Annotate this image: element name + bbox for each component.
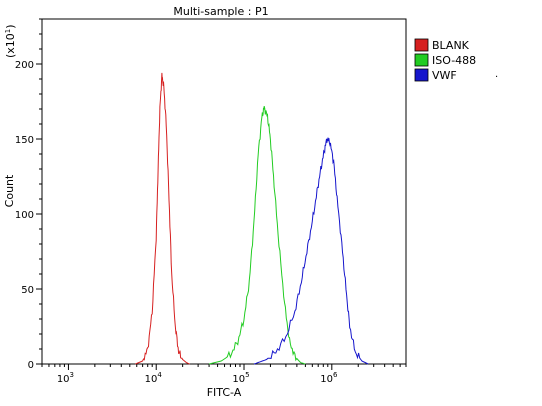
series-lines [135, 72, 369, 365]
series-line-iso-488 [208, 105, 306, 365]
y-axis-multiplier: (x101) [4, 24, 17, 58]
y-multiplier-close: ) [4, 24, 17, 28]
legend-swatch [414, 53, 429, 67]
plot-frame [41, 18, 407, 365]
x-tick-label: 103 [57, 371, 74, 385]
y-tick-label: 200 [15, 60, 34, 71]
y-multiplier-exponent: 1 [4, 29, 12, 33]
x-tick-label: 104 [145, 371, 163, 385]
x-axis-label: FITC-A [207, 386, 242, 399]
series-line-vwf [253, 136, 369, 365]
y-tick-label: 50 [21, 285, 34, 296]
chart-title: Multi-sample : P1 [173, 5, 268, 18]
y-tick-label: 150 [15, 135, 34, 146]
y-tick-label: 100 [15, 210, 34, 221]
legend: BLANK ISO-488 VWF [414, 38, 476, 82]
y-tick-label: 0 [28, 360, 34, 371]
x-axis-ticks: 103 104 105 106 [41, 364, 407, 385]
legend-label: BLANK [432, 39, 470, 52]
series-line-blank [135, 72, 190, 365]
y-axis-ticks: 0 50 100 150 200 [15, 18, 42, 371]
legend-swatch [414, 38, 429, 52]
legend-label: ISO-488 [432, 54, 476, 67]
legend-swatch [414, 68, 429, 82]
x-tick-label: 105 [232, 371, 249, 385]
legend-label: VWF [432, 69, 457, 82]
y-multiplier-base: (x10 [4, 33, 17, 58]
y-axis-label: Count [3, 174, 16, 207]
stray-mark: . [495, 69, 498, 80]
x-tick-label: 106 [320, 371, 338, 385]
